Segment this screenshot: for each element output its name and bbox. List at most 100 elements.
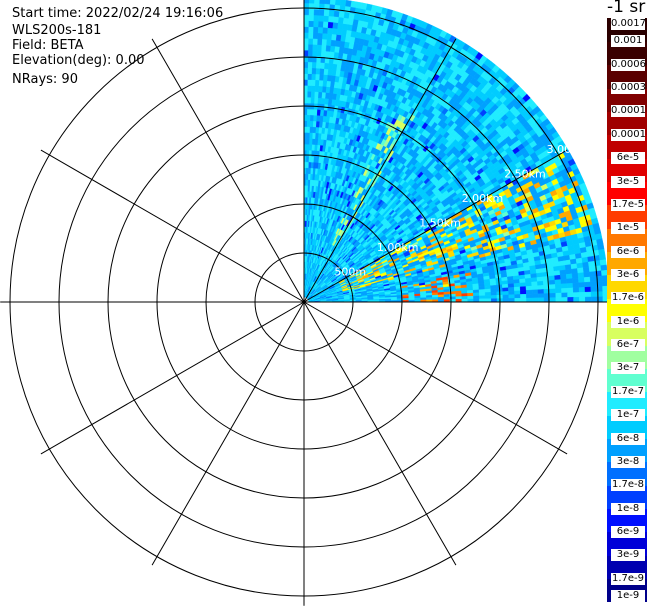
range-gate: [555, 292, 562, 298]
colorbar-tick-label: 6e-8: [611, 432, 645, 445]
range-gate: [590, 281, 597, 288]
range-gate: [513, 279, 521, 284]
range-gate: [319, 68, 325, 75]
range-gate: [306, 120, 311, 127]
range-gate: [547, 271, 555, 277]
range-gate: [538, 297, 545, 303]
range-gate: [316, 61, 321, 69]
range-gate: [317, 38, 323, 46]
range-gate: [548, 279, 556, 286]
range-gate: [332, 22, 339, 29]
range-gate: [530, 277, 538, 283]
range-gate: [490, 284, 497, 290]
range-gate: [306, 143, 310, 151]
range-gate: [431, 294, 439, 298]
range-gate: [309, 132, 314, 139]
range-gate: [561, 297, 568, 303]
range-gate: [502, 287, 509, 292]
range-gate: [303, 38, 309, 45]
range-gate: [560, 278, 568, 285]
azimuth-spoke: [40, 301, 305, 455]
colorbar-title: -1 sr: [607, 0, 646, 17]
azimuth-spoke: [151, 301, 305, 566]
range-gate: [305, 167, 309, 174]
range-gate: [549, 297, 557, 303]
colorbar-tick-label: 1e-5: [611, 222, 645, 235]
range-gate: [508, 298, 515, 303]
range-gate: [312, 44, 318, 51]
range-gate: [490, 295, 498, 299]
range-gate: [313, 8, 320, 16]
range-gate: [420, 297, 427, 301]
colorbar-tick-label: 1e-6: [611, 315, 645, 328]
azimuth-spoke: [40, 149, 305, 303]
range-ring-label: 2.50km: [504, 168, 546, 181]
range-gate: [587, 255, 595, 263]
range-gate: [508, 294, 515, 299]
range-gate: [531, 281, 538, 287]
range-gate: [554, 283, 562, 290]
colorbar-tick-label: 3e-9: [611, 549, 645, 562]
colorbar-tick-label: 3e-6: [611, 269, 645, 281]
range-gate: [589, 276, 597, 283]
range-gate: [583, 271, 591, 278]
range-gate: [314, 0, 321, 4]
range-gate: [320, 50, 327, 58]
range-gate: [567, 292, 574, 298]
range-gate: [303, 73, 309, 80]
range-gate: [526, 297, 533, 303]
range-gate: [322, 21, 329, 28]
range-gate: [590, 291, 598, 298]
range-gate: [303, 67, 309, 74]
range-gate: [519, 286, 527, 291]
range-gate: [338, 10, 346, 18]
range-gate: [560, 274, 567, 280]
range-gate: [479, 295, 486, 300]
range-gate: [566, 282, 574, 289]
range-gate: [561, 287, 568, 294]
range-gate: [319, 0, 326, 5]
range-gate: [311, 73, 317, 81]
range-gate: [317, 26, 324, 34]
colorbar-tick-label: 3e-8: [611, 455, 645, 468]
range-gate: [309, 138, 313, 145]
range-gate: [583, 276, 591, 283]
range-gate: [307, 67, 313, 75]
range-gate: [313, 26, 319, 34]
range-gate: [520, 290, 527, 295]
range-gate: [582, 261, 590, 268]
range-gate: [321, 44, 327, 52]
range-gate: [316, 50, 322, 57]
range-gate: [306, 138, 310, 145]
range-gate: [402, 298, 409, 301]
range-gate: [315, 73, 321, 81]
range-gate: [426, 297, 433, 301]
range-gate: [303, 79, 309, 86]
colorbar-tick-label: 6e-7: [611, 339, 645, 351]
range-gate: [573, 292, 580, 298]
range-gate: [519, 282, 527, 288]
colorbar-tick-label: 3e-7: [611, 362, 645, 375]
range-gate: [306, 126, 311, 133]
range-gate: [303, 0, 310, 4]
range-ring-label: 1.00km: [377, 241, 419, 254]
range-gate: [333, 10, 340, 18]
range-gate: [310, 108, 315, 116]
range-gate: [558, 265, 566, 271]
range-gate: [306, 132, 311, 139]
range-gate: [414, 297, 421, 301]
range-gate: [318, 85, 324, 93]
range-gate: [307, 61, 313, 69]
range-gate: [577, 272, 585, 279]
range-gate: [325, 44, 332, 52]
range-gate: [490, 291, 498, 296]
range-gate: [520, 293, 527, 299]
range-gate: [311, 61, 317, 69]
range-gate: [324, 0, 331, 5]
range-gate: [303, 108, 308, 116]
range-gate: [584, 281, 591, 288]
range-gate: [318, 15, 325, 22]
range-gate: [303, 20, 310, 27]
range-gate: [514, 290, 521, 295]
